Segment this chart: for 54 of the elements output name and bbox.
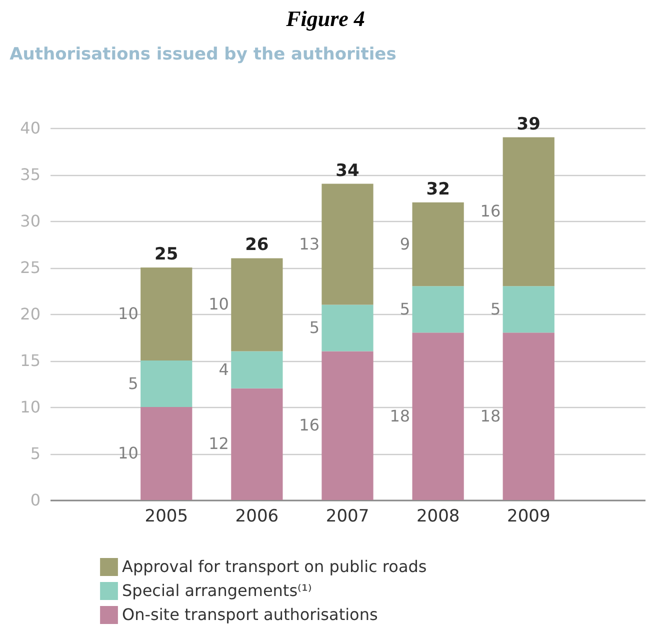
total-label: 25 [154,244,178,264]
x-tick-label: 2005 [144,506,188,526]
bar [412,332,464,500]
data-label: 5 [309,318,320,337]
legend-label: Approval for transport on public roads [122,557,427,576]
bar [140,407,192,500]
bar [322,304,374,352]
bar [140,360,192,407]
bar [502,286,554,333]
data-label: 16 [480,202,501,221]
data-label: 5 [490,299,501,318]
data-label: 13 [299,234,320,254]
chart-subtitle: Authorisations issued by the authorities [10,44,396,64]
data-label: 5 [128,374,138,393]
legend-label: On-site transport authorisations [122,605,378,624]
y-tick-label: 35 [20,165,40,184]
total-label: 32 [426,179,450,200]
data-label: 10 [118,304,138,323]
bar [412,202,464,286]
total-label: 39 [516,114,540,134]
bar [412,286,464,333]
y-tick-label: 40 [20,118,40,138]
bar [231,351,283,388]
data-label: 10 [208,294,229,314]
y-tick-label: 15 [20,351,40,370]
data-label: 16 [299,416,320,435]
data-label: 9 [400,234,410,254]
legend-label: Special arrangements⁽¹⁾ [122,581,312,600]
x-tick-label: 2007 [326,506,370,526]
data-label: 12 [208,434,229,454]
y-tick-label: 30 [20,212,40,230]
y-tick-label: 5 [30,444,40,463]
data-label: 18 [480,406,501,426]
bar [322,351,374,500]
bar [231,388,283,500]
bar [231,258,283,352]
x-tick-label: 2008 [416,506,460,526]
bar [502,332,554,500]
y-tick-label: 25 [20,258,40,277]
bar [502,137,554,286]
data-label: 4 [218,360,229,379]
y-tick-label: 0 [30,490,40,510]
data-label: 18 [390,406,410,426]
bar [140,268,192,360]
total-label: 34 [336,160,360,181]
data-label: 5 [400,299,410,318]
bar [322,184,374,305]
y-tick-label: 10 [20,398,40,416]
x-tick-label: 2006 [235,506,279,526]
data-label: 10 [118,444,138,462]
y-tick-label: 20 [20,304,40,324]
total-label: 26 [245,235,269,256]
x-tick-label: 2009 [506,506,550,526]
chart-title: Figure 4 [285,5,366,33]
